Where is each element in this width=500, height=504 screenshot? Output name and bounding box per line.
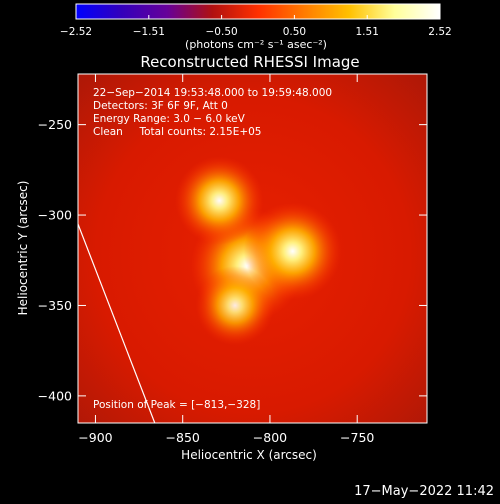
colorbar-gradient <box>75 3 441 20</box>
emission-source <box>195 266 275 345</box>
colorbar-ticks: −2.52 −1.51 −0.50 0.50 1.51 2.52 <box>60 15 452 38</box>
x-tick-label: −750 <box>340 430 374 445</box>
y-axis-label: Heliocentric Y (arcsec) <box>16 181 30 316</box>
x-axis-label: Heliocentric X (arcsec) <box>181 448 317 462</box>
x-tick-label: −850 <box>166 430 200 445</box>
colorbar: −2.52 −1.51 −0.50 0.50 1.51 2.52 (photons cm⁻… <box>60 3 452 51</box>
plot-area: −900 −850 −800 −750 −250 −300 −350 −400 <box>38 73 428 445</box>
y-tick-label: −250 <box>38 117 72 132</box>
chart-title: Reconstructed RHESSI Image <box>140 53 359 71</box>
colorbar-tick-label: −1.51 <box>133 26 165 38</box>
plot-frame <box>77 73 428 424</box>
y-tick-label: −350 <box>38 298 72 313</box>
emission-source <box>243 202 342 301</box>
info-line-time: 22−Sep−2014 19:53:48.000 to 19:59:48.000 <box>93 87 332 99</box>
colorbar-tick-label: −2.52 <box>60 26 92 38</box>
colorbar-unit-label: (photons cm⁻² s⁻¹ asec⁻²) <box>185 38 327 51</box>
x-tick-label: −800 <box>253 430 287 445</box>
colorbar-tick-label: 0.50 <box>283 26 306 38</box>
info-line-detectors: Detectors: 3F 6F 9F, Att 0 <box>93 100 228 112</box>
info-block: 22−Sep−2014 19:53:48.000 to 19:59:48.000… <box>93 87 332 411</box>
x-tick-label: −900 <box>78 430 112 445</box>
peak-position-label: Position of Peak = [−813,−328] <box>93 399 260 411</box>
info-line-energy: Energy Range: 3.0 − 6.0 keV <box>93 113 246 125</box>
emission-source <box>175 156 264 245</box>
info-line-clean: Clean Total counts: 2.15E+05 <box>93 126 262 138</box>
colorbar-tick-label: 1.51 <box>356 26 379 38</box>
y-tick-label: −400 <box>38 388 72 403</box>
y-tick-label: −300 <box>38 208 72 223</box>
emission-sources <box>175 156 342 345</box>
colorbar-tick-label: 2.52 <box>428 26 451 38</box>
footer-timestamp: 17−May−2022 11:42 <box>354 484 494 499</box>
x-axis-ticks: −900 −850 −800 −750 <box>78 74 374 445</box>
colorbar-tick-label: −0.50 <box>206 26 238 38</box>
y-axis-ticks: −250 −300 −350 −400 <box>38 117 427 403</box>
solar-limb-line <box>78 223 156 423</box>
